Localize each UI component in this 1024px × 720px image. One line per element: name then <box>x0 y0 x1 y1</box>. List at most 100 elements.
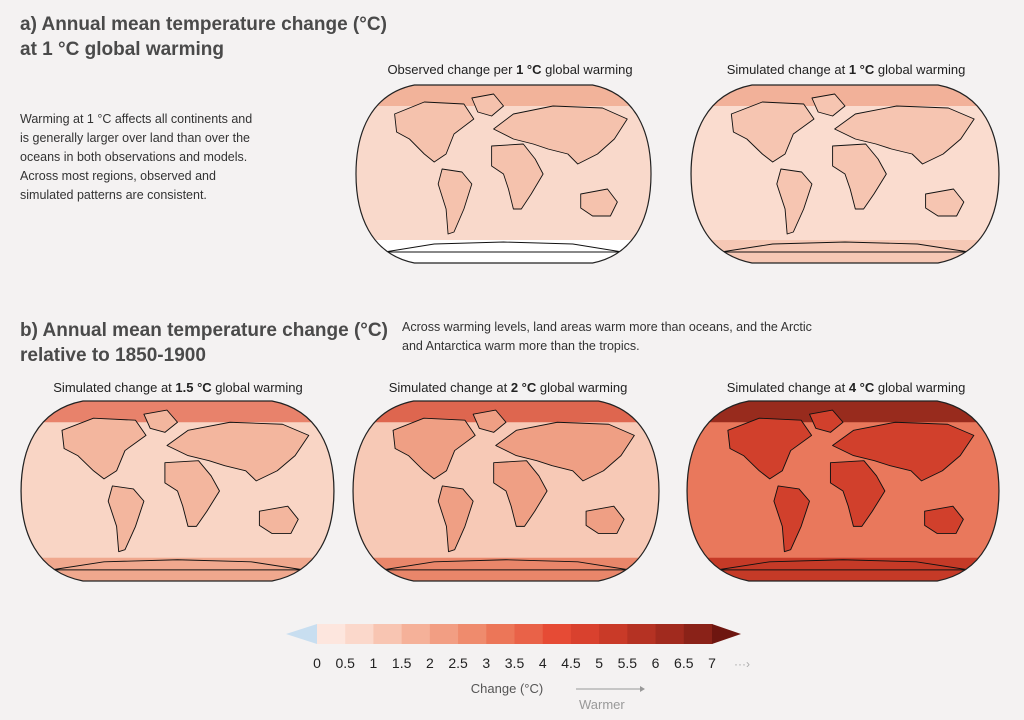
panel-b-heading: b) Annual mean temperature change (°C) r… <box>20 318 388 368</box>
map-title-suffix: global warming <box>536 380 628 395</box>
continent <box>727 417 813 480</box>
colorbar-bin <box>345 624 374 644</box>
continent <box>491 143 544 210</box>
colorbar-tick-label: 3 <box>482 655 490 671</box>
desc-line: oceans in both observations and models. <box>20 150 248 164</box>
continent <box>809 409 844 433</box>
colorbar-bin <box>429 624 459 644</box>
colorbar-bin <box>317 624 346 644</box>
continent <box>382 559 630 571</box>
continent <box>107 485 145 553</box>
colorbar-bin <box>542 624 572 644</box>
continent <box>730 101 815 163</box>
continent <box>832 421 975 482</box>
continent <box>472 409 507 433</box>
map-title-suffix: global warming <box>874 62 966 77</box>
continent <box>580 188 618 217</box>
map-outline <box>690 84 1000 264</box>
arctic-band <box>355 85 652 106</box>
panel-a-heading-line2: at 1 °C global warming <box>20 39 224 60</box>
colorbar-bin <box>514 624 544 644</box>
continent <box>164 460 220 527</box>
arctic-band <box>691 85 999 106</box>
continent <box>437 168 473 235</box>
colorbar-bin <box>683 624 713 644</box>
map-title-prefix: Simulated change at <box>388 380 511 395</box>
map-title-prefix: Simulated change at <box>726 62 849 77</box>
continent <box>716 559 970 571</box>
map-title-prefix: Observed change per <box>387 62 517 77</box>
map-title-bold: 1.5 °C <box>175 380 212 395</box>
colorbar-bin <box>655 624 685 644</box>
map-title: Simulated change at 4 °C global warming <box>696 380 996 395</box>
continent <box>166 421 310 482</box>
continent <box>776 168 813 235</box>
colorbar-tick-label: 1 <box>370 655 378 671</box>
panel-a-heading: a) Annual mean temperature change (°C) a… <box>20 12 387 62</box>
desc-line: Warming at 1 °C affects all continents a… <box>20 112 253 126</box>
warmer-label: Warmer <box>579 697 625 712</box>
arctic-band <box>21 401 334 423</box>
panel-a-heading-line1: a) Annual mean temperature change (°C) <box>20 14 387 35</box>
panel-a-description: Warming at 1 °C affects all continents a… <box>20 110 252 205</box>
panel-b-heading-line2: relative to 1850-1900 <box>20 345 206 366</box>
map-title-suffix: global warming <box>541 62 633 77</box>
colorbar-tick-label: 3.5 <box>505 655 525 671</box>
continent <box>143 409 178 433</box>
colorbar-bin <box>373 624 403 644</box>
colorbar-tick-label: 6 <box>652 655 660 671</box>
colorbar-tick-label: 2.5 <box>448 655 468 671</box>
continent <box>832 143 887 210</box>
continent <box>773 485 810 553</box>
map-title: Observed change per 1 °C global warming <box>360 62 660 77</box>
continent <box>61 417 147 480</box>
map-title-prefix: Simulated change at <box>726 380 849 395</box>
map-outline <box>355 84 652 264</box>
colorbar-tick-label: 4 <box>539 655 547 671</box>
colorbar-bin <box>627 624 657 644</box>
map-title-bold: 4 °C <box>848 380 875 395</box>
more-icon: ···› <box>734 657 750 671</box>
colorbar-above-arrow <box>712 624 741 644</box>
colorbar-tick-label: 4.5 <box>561 655 581 671</box>
map-title: Simulated change at 1.5 °C global warmin… <box>28 380 328 395</box>
colorbar-tick-label: 5 <box>595 655 603 671</box>
warmer-arrow-icon <box>640 686 645 692</box>
world-map <box>355 84 652 264</box>
colorbar-tick-label: 7 <box>708 655 716 671</box>
continent <box>384 241 623 253</box>
world-map <box>690 84 1000 264</box>
colorbar-label: Change (°C) <box>471 681 543 696</box>
world-map <box>686 400 1000 582</box>
colorbar-bin <box>570 624 600 644</box>
map-title-bold: 2 °C <box>510 380 537 395</box>
map-outline <box>20 400 335 582</box>
continent <box>925 188 965 217</box>
continent <box>834 105 975 165</box>
continent <box>811 93 846 117</box>
colorbar-bin <box>401 624 431 644</box>
map-title: Simulated change at 1 °C global warming <box>696 62 996 77</box>
desc-line: Across most regions, observed and <box>20 169 216 183</box>
continent <box>437 485 474 553</box>
colorbar-tick-label: 0 <box>313 655 321 671</box>
map-title-suffix: global warming <box>211 380 303 395</box>
colorbar-tick-label: 5.5 <box>618 655 638 671</box>
continent <box>924 505 964 534</box>
desc-line: simulated patterns are consistent. <box>20 188 207 202</box>
continent <box>493 460 548 527</box>
continent <box>471 93 504 117</box>
colorbar-tick-label: 2 <box>426 655 434 671</box>
continent <box>493 105 628 165</box>
continent <box>394 101 475 163</box>
panel-b-heading-line1: b) Annual mean temperature change (°C) <box>20 320 388 341</box>
colorbar-tick-label: 0.5 <box>335 655 355 671</box>
map-outline <box>352 400 660 582</box>
colorbar-tick-label: 1.5 <box>392 655 412 671</box>
desc-line: Across warming levels, land areas warm m… <box>402 320 812 334</box>
map-title-bold: 1 °C <box>516 62 542 77</box>
continent <box>495 421 635 482</box>
map-title: Simulated change at 2 °C global warming <box>358 380 658 395</box>
colorbar-bin <box>458 624 487 644</box>
